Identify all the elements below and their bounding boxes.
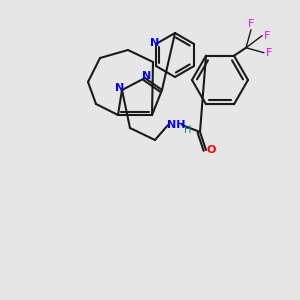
Text: NH: NH [167, 120, 185, 130]
Text: F: F [248, 19, 254, 29]
Text: N: N [116, 83, 124, 93]
Text: H: H [184, 125, 192, 135]
Text: O: O [206, 145, 216, 155]
Text: N: N [150, 38, 160, 48]
Text: F: F [264, 31, 270, 41]
Text: N: N [142, 71, 152, 81]
Text: F: F [266, 48, 272, 58]
